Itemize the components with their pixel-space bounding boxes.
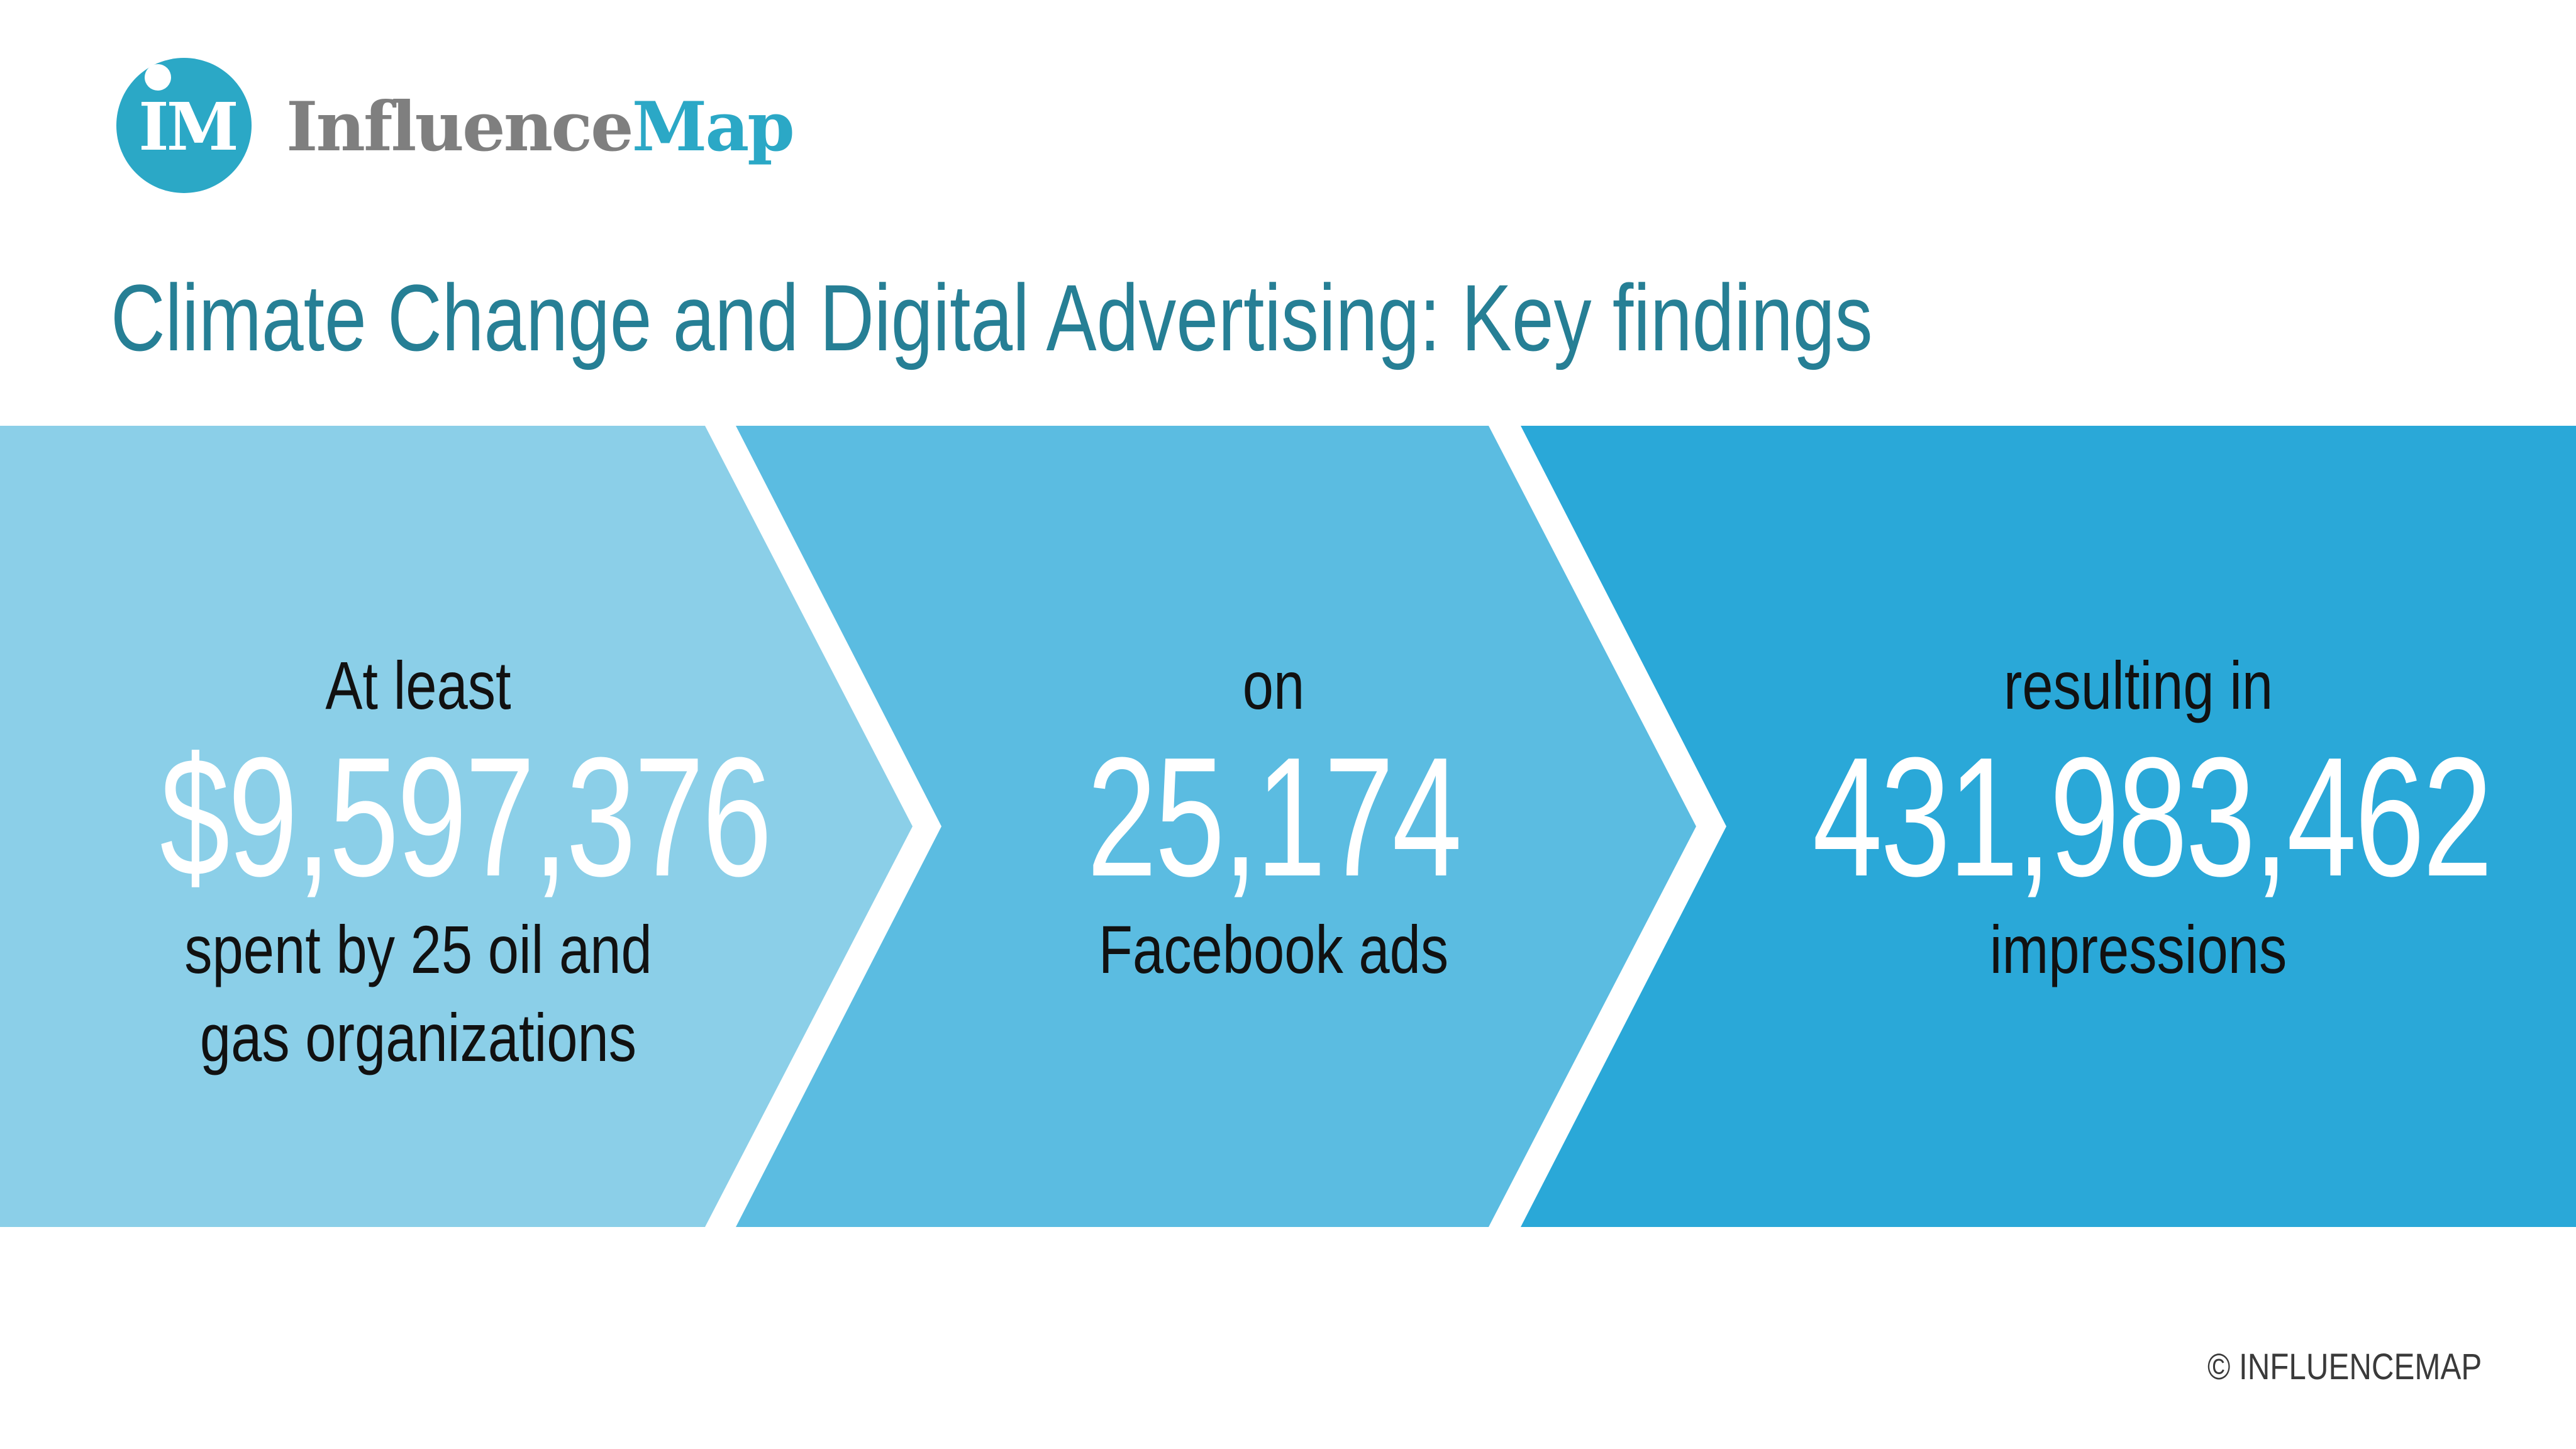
finding-spend: At least $9,597,376 spent by 25 oil and … (69, 641, 772, 1082)
finding-spend-value: $9,597,376 (160, 723, 772, 912)
page-title: Climate Change and Digital Advertising: … (111, 265, 1873, 370)
finding-impressions: resulting in 431,983,462 impressions (1698, 641, 2576, 994)
finding-ads-detail: Facebook ads (1098, 911, 1449, 987)
influencemap-logo: IM InfluenceMap (113, 58, 795, 196)
finding-impressions-detail: impressions (1989, 911, 2287, 987)
copyright-notice: © INFLUENCEMAP (2207, 1346, 2482, 1387)
logo-word-influence: Influence (286, 87, 634, 167)
chevron-2 (736, 426, 1696, 1227)
logo-word-map: Map (631, 87, 795, 167)
finding-ads-intro: on (1242, 647, 1305, 723)
logo-dot (145, 64, 171, 91)
logo-letters: IM (138, 88, 239, 165)
finding-spend-detail: spent by 25 oil and gas organizations (184, 911, 652, 1075)
chevron-1 (0, 426, 913, 1227)
finding-spend-intro: At least (325, 647, 511, 723)
finding-ads-value: 25,174 (1087, 723, 1462, 912)
chevron-3 (1521, 426, 2576, 1227)
finding-impressions-intro: resulting in (2003, 647, 2273, 723)
logo-wordmark: InfluenceMap (286, 83, 795, 171)
logo-badge: IM (116, 58, 252, 193)
finding-ads: on 25,174 Facebook ads (981, 641, 1566, 994)
finding-impressions-value: 431,983,462 (1813, 723, 2492, 912)
